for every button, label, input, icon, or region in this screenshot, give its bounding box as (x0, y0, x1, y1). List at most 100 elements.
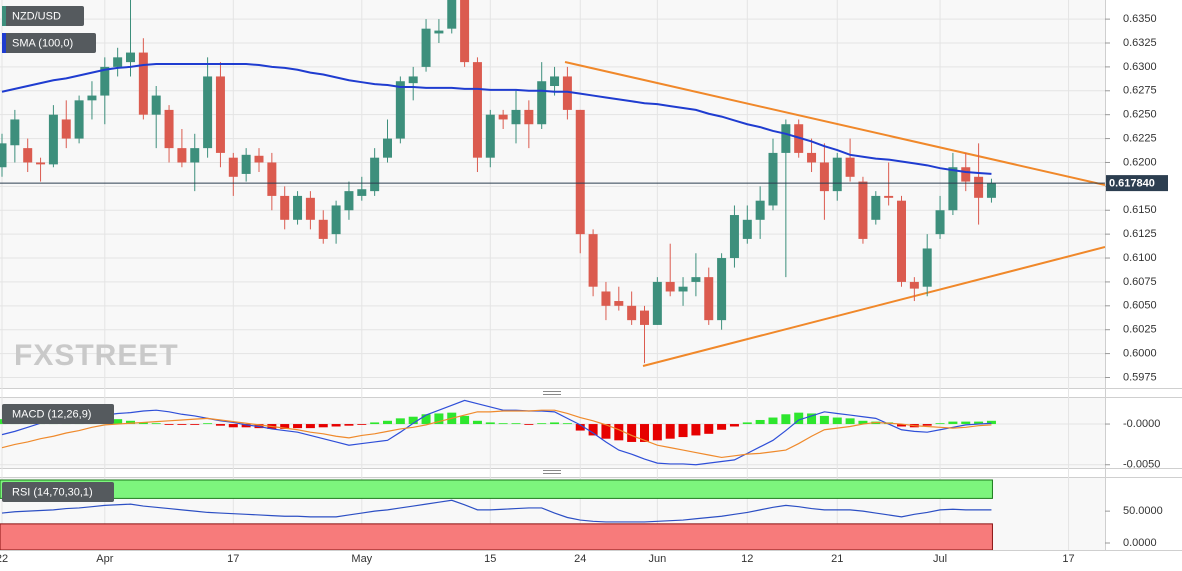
y-tick-label: 50.0000 (1123, 505, 1163, 517)
macd-histogram-bar (897, 424, 906, 427)
macd-histogram-bar (370, 422, 380, 425)
macd-histogram-bar (524, 424, 534, 425)
macd-histogram-bar (627, 424, 637, 442)
candle-body (729, 215, 739, 259)
macd-histogram-bar (228, 424, 238, 428)
candle-body (0, 143, 7, 168)
macd-histogram-bar (485, 422, 495, 425)
candle-body (961, 167, 971, 182)
macd-histogram-bar (665, 424, 675, 439)
macd-histogram-bar (961, 421, 971, 425)
macd-histogram-bar (575, 424, 585, 431)
panel-grip[interactable] (543, 391, 561, 474)
candle-body (819, 162, 829, 192)
rsi-layer (0, 479, 993, 550)
last-price-box (1106, 175, 1168, 192)
macd-histogram-bar (395, 418, 405, 425)
candle-body (550, 76, 560, 87)
macd-histogram-bar (678, 424, 688, 438)
macd-line (1, 399, 992, 466)
main-layer (0, 0, 1105, 367)
candle-body (922, 248, 932, 287)
candle-body (331, 205, 341, 235)
candle-body (23, 148, 33, 163)
candle-body (421, 28, 431, 67)
y-tick-label: 0.0000 (1123, 537, 1157, 549)
macd-histogram-bar (537, 423, 547, 425)
y-tick-label: 0.6025 (1123, 324, 1157, 336)
y-tick-label: 0.6325 (1123, 37, 1157, 49)
x-tick-label: 17 (1062, 553, 1074, 565)
candle-body (203, 76, 213, 149)
y-tick-label: 0.5975 (1123, 371, 1157, 383)
legend-swatch (2, 33, 6, 53)
legend-box[interactable] (2, 33, 96, 53)
candle-body (318, 219, 328, 239)
candle-body (524, 109, 534, 125)
candle-body (704, 277, 714, 321)
macd-histogram-bar (986, 420, 996, 425)
legend-box[interactable] (2, 482, 114, 502)
x-tick-label: 24 (574, 553, 586, 565)
candle-body (832, 157, 842, 192)
candle-body (113, 57, 123, 67)
candle-body (601, 291, 611, 306)
rsi-line (1, 499, 992, 523)
x-tick-label: 21 (831, 553, 843, 565)
macd-histogram-bar (383, 420, 392, 425)
x-tick-label: Apr (96, 553, 113, 565)
candle-body (241, 154, 251, 174)
macd-histogram-bar (807, 413, 817, 425)
macd-histogram-bar (755, 419, 765, 425)
macd-histogram-bar (588, 424, 598, 436)
macd-histogram-bar (408, 416, 418, 425)
y-tick-label: 0.6275 (1123, 85, 1157, 97)
candle-body (845, 157, 855, 177)
x-tick-label: May (351, 553, 372, 565)
candle-body (640, 310, 649, 325)
macd-plot-area (0, 398, 1105, 468)
macd-histogram-bar (511, 423, 521, 425)
macd-histogram-bar (344, 424, 354, 426)
macd-histogram-bar (562, 423, 572, 425)
candle-body (100, 66, 110, 96)
indicator-label: RSI (14,70,30,1) (12, 486, 93, 498)
candle-body (460, 0, 470, 63)
overbought-band (0, 479, 993, 499)
macd-histogram-bar (177, 424, 187, 425)
candle-body (74, 100, 84, 139)
x-tick-label: Jul (933, 553, 947, 565)
macd-histogram-bar (742, 422, 752, 425)
macd-histogram-bar (781, 414, 791, 425)
macd-histogram-bar (215, 424, 225, 426)
candle-body (472, 62, 482, 158)
y-tick-label: -0.0050 (1123, 459, 1160, 471)
candle-body (588, 234, 598, 287)
trendline (642, 246, 1105, 367)
y-tick-label: 0.6300 (1123, 61, 1157, 73)
macd-histogram-bar (640, 424, 649, 442)
candle-body (447, 0, 457, 29)
legend-box[interactable] (2, 6, 84, 26)
y-tick-label: 0.6150 (1123, 204, 1157, 216)
candle-body (293, 195, 303, 220)
macd-histogram-bar (974, 421, 984, 425)
macd-histogram-bar (768, 417, 778, 425)
last-price-label: 0.617840 (1109, 178, 1155, 190)
macd-histogram-bar (318, 424, 328, 428)
candle-body (190, 148, 200, 163)
candle-body (10, 119, 20, 146)
macd-histogram-bar (293, 424, 303, 429)
candle-body (177, 148, 187, 163)
candle-body (383, 138, 392, 158)
candle-body (305, 197, 315, 220)
macd-histogram-bar (203, 423, 213, 425)
legend-box[interactable] (2, 404, 114, 424)
candle-body (948, 167, 958, 211)
macd-histogram-bar (601, 424, 611, 439)
candle-body (562, 76, 572, 110)
x-tick-label: 17 (227, 553, 239, 565)
macd-histogram-bar (691, 424, 701, 436)
x-tick-label: 12 (741, 553, 753, 565)
macd-histogram-bar (241, 424, 251, 428)
